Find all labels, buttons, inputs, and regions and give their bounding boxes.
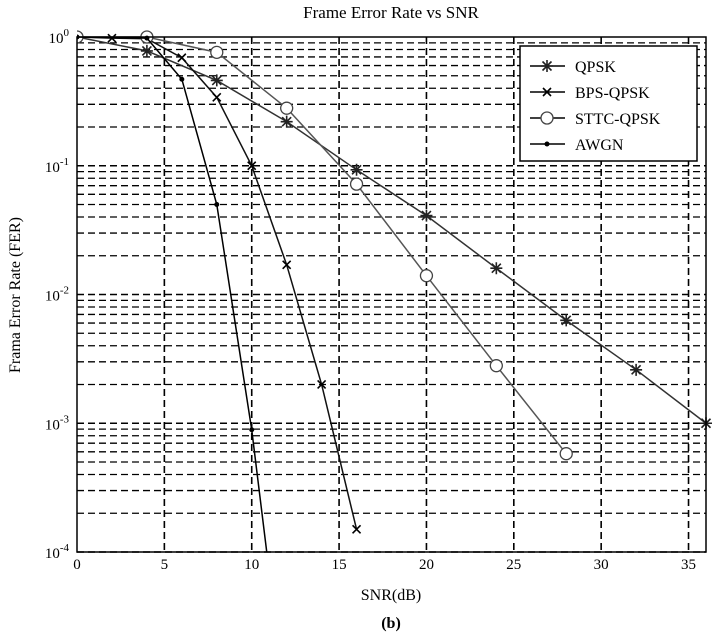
legend-item: AWGN (530, 137, 624, 154)
y-axis-label: Frama Error Rate (FER) (7, 217, 24, 373)
legend-item: QPSK (530, 59, 616, 76)
dot-marker (249, 427, 255, 433)
circle-marker (540, 111, 554, 125)
x-tick-label: 0 (73, 557, 81, 573)
chart-title: Frame Error Rate vs SNR (303, 3, 479, 22)
figure-caption: (b) (381, 615, 401, 632)
y-tick-label: 10-3 (45, 413, 70, 433)
legend-label: STTC-QPSK (575, 111, 661, 128)
legend-item: STTC-QPSK (530, 111, 661, 128)
x-marker (212, 92, 222, 102)
asterisk-marker (280, 115, 293, 128)
x-marker (317, 379, 327, 390)
asterisk-marker (630, 363, 643, 376)
x-tick-label: 10 (244, 557, 259, 573)
x-tick-label: 15 (332, 557, 347, 573)
x-axis-label: SNR(dB) (361, 587, 421, 604)
dot-marker (544, 141, 550, 147)
y-tick-label: 10-2 (45, 285, 69, 305)
series-sttc-qpsk (77, 30, 573, 461)
x-marker (542, 87, 552, 97)
legend-label: QPSK (575, 59, 616, 76)
x-marker (351, 524, 362, 534)
y-tick-label: 10-4 (45, 542, 70, 562)
series-line (77, 36, 707, 424)
asterisk-marker (140, 44, 153, 57)
series-bps-qpsk (77, 32, 362, 534)
legend-label: AWGN (575, 137, 624, 154)
circle-marker (489, 359, 503, 373)
circle-marker (419, 269, 434, 283)
x-marker (282, 260, 292, 270)
asterisk-marker (560, 314, 573, 327)
asterisk-marker (420, 209, 433, 222)
series-line (77, 36, 358, 530)
asterisk-marker (490, 262, 503, 275)
legend-label: BPS-QPSK (575, 85, 650, 102)
asterisk-marker (350, 163, 363, 176)
plot-frame (76, 36, 707, 553)
dot-marker (179, 76, 185, 82)
x-marker (247, 161, 257, 171)
y-tick-label: 10-1 (45, 156, 69, 176)
legend-item: BPS-QPSK (530, 85, 650, 102)
asterisk-marker (210, 74, 223, 87)
circle-marker (349, 177, 364, 191)
series-line (77, 36, 268, 552)
asterisk-marker (541, 60, 553, 72)
legend: QPSK BPS-QPSK STTC-QPSK AWGN (519, 45, 698, 162)
series-line (77, 36, 567, 455)
circle-marker (280, 101, 294, 115)
x-marker (177, 53, 187, 63)
x-tick-label: 30 (594, 557, 609, 573)
x-tick-label: 25 (506, 557, 521, 573)
y-tick-label: 100 (49, 27, 70, 47)
dot-marker (214, 202, 220, 208)
x-tick-label: 35 (681, 557, 696, 573)
circle-marker (210, 45, 224, 59)
legend-box (519, 45, 698, 162)
series-awgn (77, 34, 268, 552)
circle-marker (559, 447, 573, 461)
x-tick-label: 5 (161, 557, 169, 573)
x-tick-label: 20 (419, 557, 434, 573)
